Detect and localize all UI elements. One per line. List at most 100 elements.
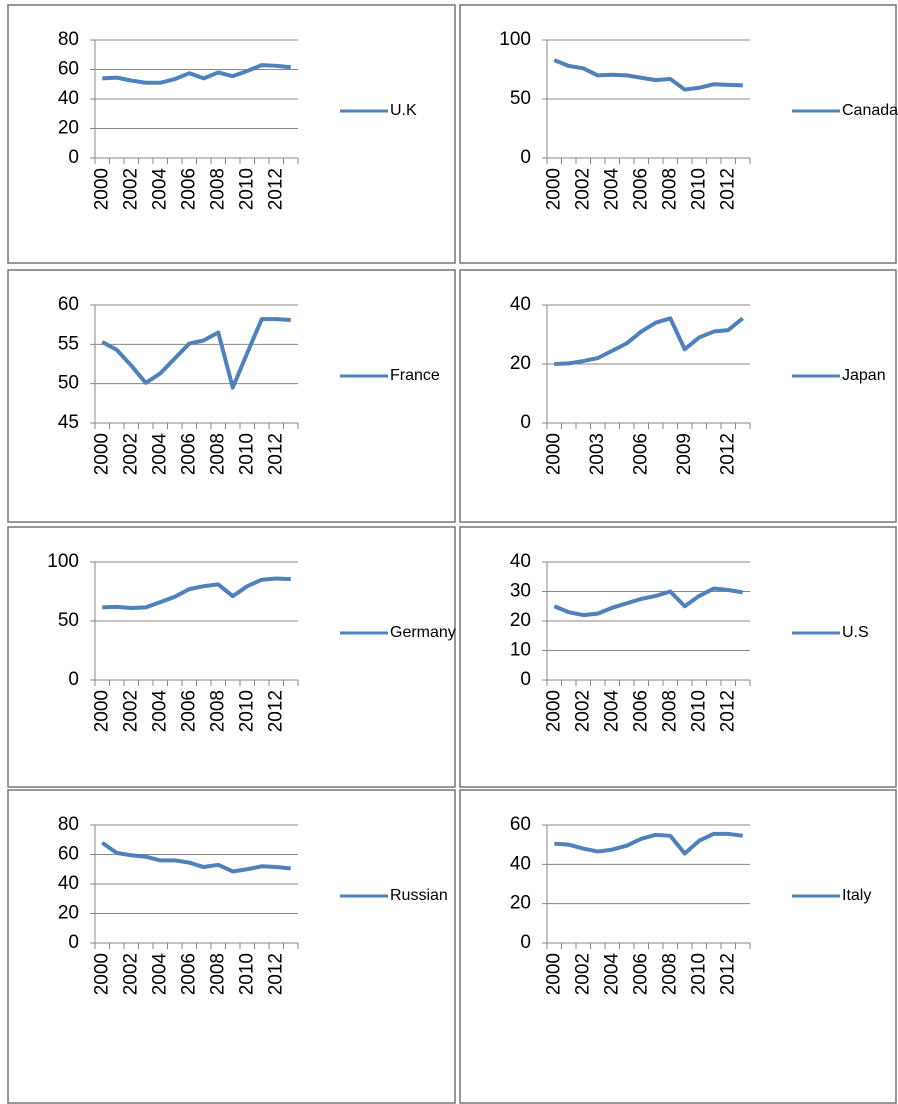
x-tick-label: 2006 bbox=[630, 168, 651, 210]
y-tick-label: 0 bbox=[520, 147, 531, 168]
x-tick-label: 2008 bbox=[207, 433, 228, 475]
x-tick-label: 2000 bbox=[543, 168, 564, 210]
panel bbox=[459, 4, 897, 264]
y-tick-label: 0 bbox=[520, 932, 531, 953]
x-tick-label: 2010 bbox=[236, 433, 257, 475]
legend-label: Japan bbox=[842, 367, 886, 384]
y-tick-label: 55 bbox=[58, 333, 79, 354]
y-tick-label: 60 bbox=[58, 294, 79, 315]
x-tick-label: 2002 bbox=[120, 168, 141, 210]
x-tick-label: 2002 bbox=[572, 690, 593, 732]
x-tick-label: 2008 bbox=[207, 690, 228, 732]
y-tick-label: 10 bbox=[510, 640, 531, 661]
x-tick-label: 2004 bbox=[149, 168, 170, 211]
x-tick-label: 2008 bbox=[659, 690, 680, 732]
panel bbox=[459, 269, 897, 523]
x-tick-label: 2010 bbox=[236, 690, 257, 732]
x-tick-label: 2006 bbox=[178, 168, 199, 210]
data-line bbox=[101, 317, 291, 390]
data-line bbox=[553, 586, 744, 618]
y-tick-label: 20 bbox=[58, 903, 79, 924]
y-tick-label: 80 bbox=[58, 814, 79, 835]
x-tick-label: 2000 bbox=[91, 168, 112, 210]
x-tick-label: 2002 bbox=[120, 433, 141, 475]
x-tick-label: 2012 bbox=[265, 953, 286, 995]
x-tick-label: 2006 bbox=[630, 690, 651, 732]
data-line bbox=[554, 316, 745, 366]
x-tick-label: 2006 bbox=[178, 690, 199, 732]
y-tick-label: 0 bbox=[520, 669, 531, 690]
x-tick-label: 2004 bbox=[601, 168, 622, 211]
y-tick-label: 0 bbox=[68, 669, 79, 690]
x-tick-label: 2004 bbox=[149, 953, 170, 996]
x-tick-label: 2008 bbox=[659, 168, 680, 210]
y-tick-label: 60 bbox=[510, 814, 531, 835]
y-tick-label: 0 bbox=[520, 412, 531, 433]
x-tick-label: 2002 bbox=[572, 168, 593, 210]
data-line bbox=[101, 841, 291, 874]
x-tick-label: 2010 bbox=[236, 168, 257, 210]
x-tick-label: 2012 bbox=[265, 433, 286, 475]
y-tick-label: 60 bbox=[58, 59, 79, 80]
y-tick-label: 100 bbox=[499, 29, 531, 50]
x-tick-label: 2008 bbox=[207, 168, 228, 210]
x-tick-label: 2006 bbox=[178, 953, 199, 995]
x-tick-label: 2010 bbox=[236, 953, 257, 995]
y-tick-label: 20 bbox=[510, 893, 531, 914]
x-tick-label: 2006 bbox=[178, 433, 199, 475]
y-tick-label: 40 bbox=[510, 853, 531, 874]
y-tick-label: 40 bbox=[58, 88, 79, 109]
x-tick-label: 2012 bbox=[265, 168, 286, 210]
x-tick-label: 2000 bbox=[91, 690, 112, 732]
x-tick-label: 2012 bbox=[717, 433, 738, 475]
x-tick-label: 2000 bbox=[91, 953, 112, 995]
y-tick-label: 50 bbox=[510, 88, 531, 109]
x-tick-label: 2008 bbox=[659, 953, 680, 995]
y-tick-label: 40 bbox=[58, 873, 79, 894]
x-tick-label: 2012 bbox=[717, 690, 738, 732]
x-tick-label: 2000 bbox=[543, 953, 564, 995]
x-tick-label: 2012 bbox=[717, 168, 738, 210]
x-tick-label: 2009 bbox=[674, 433, 695, 475]
x-tick-label: 2010 bbox=[688, 690, 709, 732]
x-tick-label: 2006 bbox=[630, 953, 651, 995]
x-tick-label: 2012 bbox=[717, 953, 738, 995]
x-tick-label: 2003 bbox=[587, 433, 608, 475]
x-tick-label: 2000 bbox=[543, 690, 564, 732]
legend-label: Italy bbox=[842, 887, 871, 904]
x-tick-label: 2004 bbox=[149, 690, 170, 733]
y-tick-label: 80 bbox=[58, 29, 79, 50]
x-tick-label: 2008 bbox=[207, 953, 228, 995]
data-line bbox=[102, 576, 291, 611]
panel bbox=[7, 4, 456, 264]
x-tick-label: 2004 bbox=[149, 433, 170, 476]
x-tick-label: 2010 bbox=[688, 953, 709, 995]
y-tick-label: 30 bbox=[510, 581, 531, 602]
y-tick-label: 45 bbox=[58, 412, 79, 433]
y-tick-label: 0 bbox=[68, 147, 79, 168]
legend-label: U.S bbox=[842, 624, 869, 641]
y-tick-label: 100 bbox=[47, 551, 79, 572]
data-line bbox=[554, 831, 744, 856]
y-tick-label: 20 bbox=[510, 353, 531, 374]
y-tick-label: 0 bbox=[68, 932, 79, 953]
panel bbox=[459, 526, 897, 788]
x-tick-label: 2004 bbox=[601, 953, 622, 996]
y-tick-label: 50 bbox=[58, 610, 79, 631]
y-tick-label: 20 bbox=[510, 610, 531, 631]
data-line bbox=[102, 63, 291, 85]
y-tick-label: 60 bbox=[58, 844, 79, 865]
x-tick-label: 2002 bbox=[120, 953, 141, 995]
y-tick-label: 20 bbox=[58, 118, 79, 139]
x-tick-label: 2012 bbox=[265, 690, 286, 732]
x-tick-label: 2006 bbox=[630, 433, 651, 475]
legend-label: Russian bbox=[390, 887, 448, 904]
legend-label: Germany bbox=[390, 624, 456, 641]
y-tick-label: 40 bbox=[510, 551, 531, 572]
legend-label: Canada bbox=[842, 102, 898, 119]
x-tick-label: 2000 bbox=[91, 433, 112, 475]
x-tick-label: 2004 bbox=[601, 690, 622, 733]
x-tick-label: 2010 bbox=[688, 168, 709, 210]
panel bbox=[7, 269, 456, 523]
